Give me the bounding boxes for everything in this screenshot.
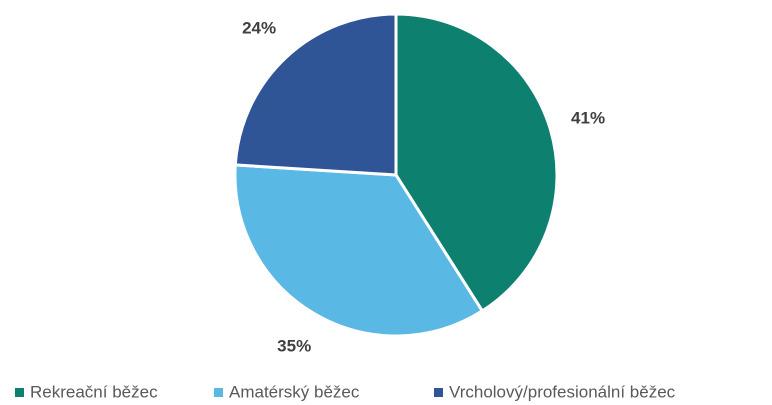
legend-swatch [434,388,443,397]
legend-swatch [214,388,223,397]
legend-swatch [15,388,24,397]
legend-label: Amatérský běžec [229,382,360,401]
legend-label: Rekreační běžec [30,382,158,401]
data-label: 24% [242,19,276,38]
pie-slice [233,163,484,338]
legend-label: Vrcholový/profesionální běžec [449,382,676,401]
data-label: 41% [571,109,605,128]
data-label: 35% [277,337,311,356]
pie-slice [233,12,398,177]
